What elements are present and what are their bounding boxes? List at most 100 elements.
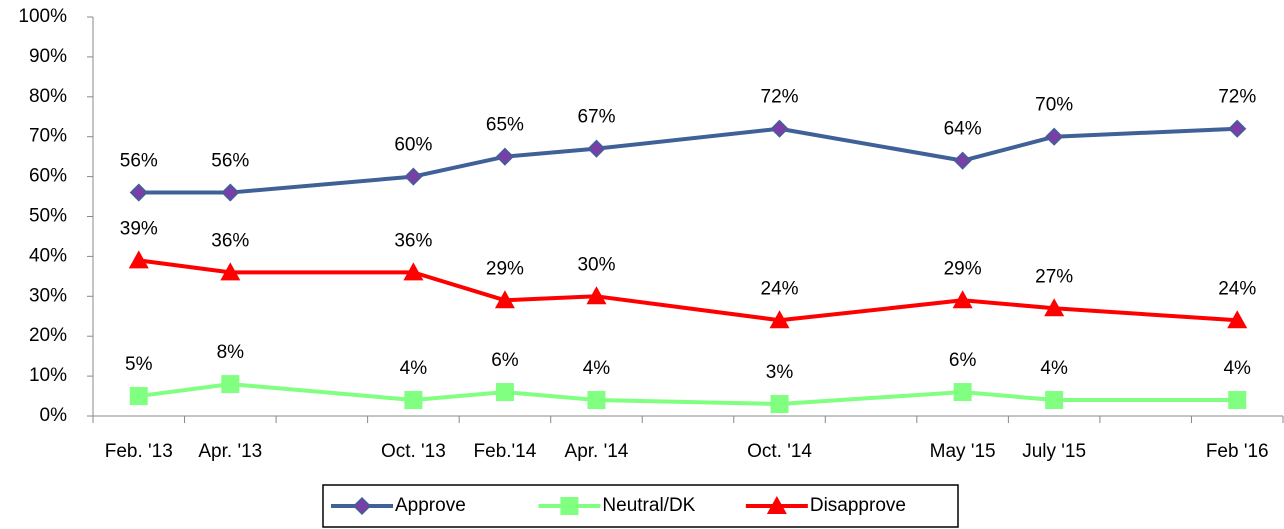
line-segment xyxy=(962,134,1055,163)
marker xyxy=(586,286,607,305)
value-label: 4% xyxy=(400,358,428,379)
marker xyxy=(404,391,423,410)
value-label: 64% xyxy=(944,119,982,140)
marker xyxy=(587,391,606,410)
y-tick-label: 80% xyxy=(29,86,67,107)
marker xyxy=(220,262,241,281)
line-segment xyxy=(962,390,1055,403)
marker xyxy=(1228,391,1247,410)
marker xyxy=(404,167,423,186)
marker xyxy=(403,262,424,281)
marker xyxy=(494,290,515,309)
marker xyxy=(352,496,372,516)
y-tick-label: 40% xyxy=(29,245,67,266)
value-label: 36% xyxy=(211,230,249,251)
line-segment xyxy=(504,146,597,159)
y-tick-label: 100% xyxy=(18,6,67,27)
line-segment xyxy=(413,390,506,403)
marker xyxy=(560,497,579,515)
value-label: 70% xyxy=(1035,95,1073,116)
marker xyxy=(1044,298,1065,317)
marker xyxy=(1045,391,1064,410)
marker xyxy=(952,290,973,309)
line-segment xyxy=(1054,126,1238,139)
line-segment xyxy=(504,294,597,303)
marker xyxy=(769,310,790,329)
y-tick-label: 60% xyxy=(29,166,67,187)
marker xyxy=(1227,310,1248,329)
line-segment xyxy=(138,258,231,275)
x-tick-label: Feb.'14 xyxy=(474,441,537,462)
value-label: 39% xyxy=(120,218,158,239)
line-segment xyxy=(412,270,506,303)
value-label: 60% xyxy=(394,135,432,156)
marker xyxy=(770,119,789,138)
x-tick-label: Feb. '13 xyxy=(105,441,173,462)
legend-label: Disapprove xyxy=(810,495,906,516)
line-segment xyxy=(504,390,597,403)
line-segment xyxy=(138,382,231,399)
marker xyxy=(495,383,514,402)
legend-label: Neutral/DK xyxy=(602,495,695,516)
line-segment xyxy=(779,298,963,323)
value-label: 36% xyxy=(394,230,432,251)
y-tick-label: 10% xyxy=(29,365,67,386)
marker xyxy=(953,383,972,402)
marker xyxy=(587,139,606,158)
marker xyxy=(221,183,240,202)
line-segment xyxy=(596,294,780,323)
x-tick-label: May '15 xyxy=(930,441,996,462)
line-segment xyxy=(230,174,414,195)
value-label: 30% xyxy=(577,254,615,275)
line-segment xyxy=(412,154,506,179)
value-label: 65% xyxy=(486,115,524,136)
value-label: 56% xyxy=(211,151,249,172)
value-label: 6% xyxy=(491,350,519,371)
value-label: 5% xyxy=(125,354,153,375)
x-tick-label: July '15 xyxy=(1022,441,1086,462)
marker xyxy=(1045,127,1064,146)
x-tick-label: Feb '16 xyxy=(1206,441,1269,462)
value-label: 24% xyxy=(1218,278,1256,299)
line-segment xyxy=(596,126,780,151)
y-tick-label: 20% xyxy=(29,325,67,346)
line-segment xyxy=(962,298,1055,311)
marker xyxy=(129,183,148,202)
value-label: 4% xyxy=(583,358,611,379)
value-label: 6% xyxy=(949,350,977,371)
value-label: 24% xyxy=(761,278,799,299)
value-label: 4% xyxy=(1223,358,1251,379)
line-segment xyxy=(596,398,780,407)
marker xyxy=(1228,119,1247,138)
value-label: 27% xyxy=(1035,266,1073,287)
value-label: 67% xyxy=(577,107,615,128)
value-label: 29% xyxy=(486,258,524,279)
x-tick-label: Oct. '13 xyxy=(381,441,446,462)
marker xyxy=(495,147,514,166)
y-tick-label: 30% xyxy=(29,285,67,306)
legend-label: Approve xyxy=(395,495,466,516)
y-tick-label: 70% xyxy=(29,126,67,147)
y-tick-label: 90% xyxy=(29,46,67,67)
value-label: 72% xyxy=(761,87,799,108)
legend-box xyxy=(322,484,959,528)
value-label: 56% xyxy=(120,151,158,172)
value-label: 8% xyxy=(217,342,245,363)
marker xyxy=(770,395,789,414)
x-tick-label: Oct. '14 xyxy=(747,441,812,462)
value-label: 29% xyxy=(944,258,982,279)
value-label: 72% xyxy=(1218,87,1256,108)
line-segment xyxy=(779,390,963,407)
line-segment xyxy=(779,126,963,163)
x-tick-label: Apr. '13 xyxy=(198,441,262,462)
x-tick-label: Apr. '14 xyxy=(565,441,629,462)
marker xyxy=(766,496,787,514)
y-tick-label: 50% xyxy=(29,206,67,227)
marker xyxy=(221,375,240,394)
y-tick-label: 0% xyxy=(40,405,68,426)
marker xyxy=(128,250,149,269)
line-segment xyxy=(1054,306,1238,323)
value-label: 3% xyxy=(766,362,794,383)
marker xyxy=(953,151,972,170)
